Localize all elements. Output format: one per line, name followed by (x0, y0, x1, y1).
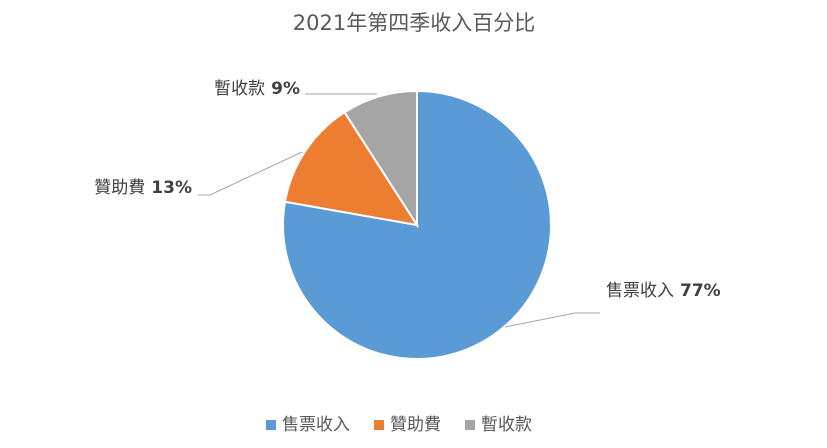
legend-swatch (465, 420, 475, 430)
legend-label: 售票收入 (282, 415, 350, 435)
legend-swatch (374, 420, 384, 430)
legend-swatch (266, 420, 276, 430)
data-label: 暫收款 9% (214, 79, 300, 99)
data-label-value: 9% (271, 79, 300, 99)
pie-slice (283, 110, 420, 227)
data-label: 售票收入 77% (606, 281, 721, 301)
leader-line (504, 312, 600, 328)
data-label-value: 13% (151, 178, 192, 198)
legend-label: 暫收款 (481, 415, 532, 435)
data-label: 贊助費 13% (94, 178, 192, 198)
pie-slice (343, 89, 418, 229)
legend-label: 贊助費 (390, 415, 441, 435)
data-label-category: 暫收款 (214, 79, 265, 99)
chart-title: 2021年第四季收入百分比 (293, 11, 535, 35)
data-label-category: 贊助費 (94, 178, 145, 198)
data-label-category: 售票收入 (606, 281, 674, 301)
leader-line (198, 151, 303, 196)
data-label-value: 77% (680, 281, 721, 301)
